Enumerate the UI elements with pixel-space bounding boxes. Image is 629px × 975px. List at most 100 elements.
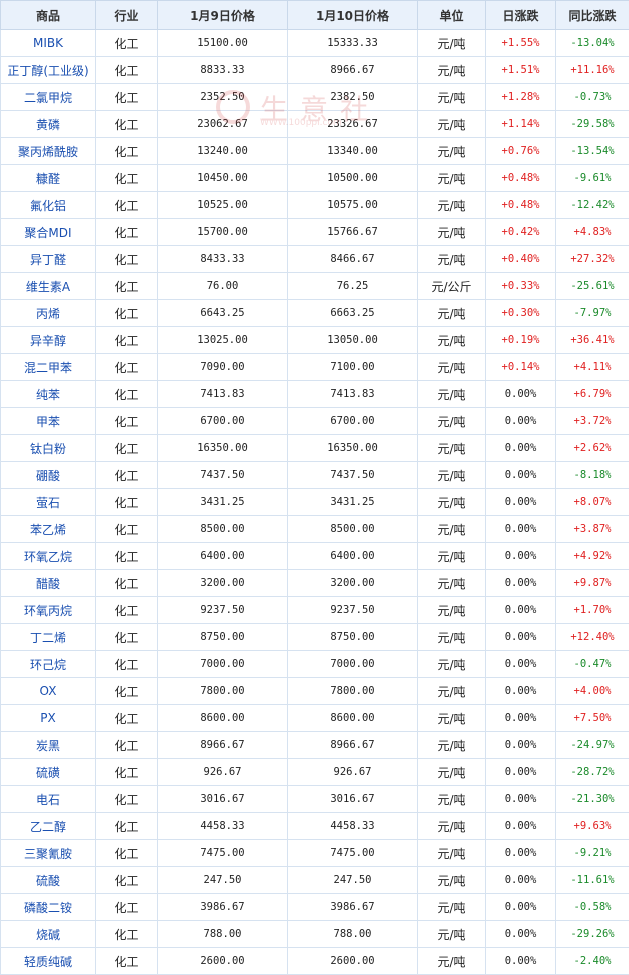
- header-price-jan9[interactable]: 1月9日价格: [158, 1, 288, 30]
- cell-yoy-change: -21.30%: [556, 786, 629, 813]
- cell-product-name[interactable]: 硼酸: [1, 462, 96, 489]
- cell-product-name[interactable]: 磷酸二铵: [1, 894, 96, 921]
- cell-product-name[interactable]: 轻质纯碱: [1, 948, 96, 975]
- cell-product-name[interactable]: 黄磷: [1, 111, 96, 138]
- cell-product-name[interactable]: 硫酸: [1, 867, 96, 894]
- header-price-jan10[interactable]: 1月10日价格: [288, 1, 418, 30]
- cell-day-change: +1.55%: [486, 30, 556, 57]
- cell-price-jan9: 8833.33: [158, 57, 288, 84]
- cell-industry: 化工: [96, 435, 158, 462]
- cell-product-name[interactable]: 环己烷: [1, 651, 96, 678]
- cell-product-name[interactable]: 电石: [1, 786, 96, 813]
- cell-price-jan10: 247.50: [288, 867, 418, 894]
- header-yoy-change[interactable]: 同比涨跌: [556, 1, 629, 30]
- cell-price-jan9: 7090.00: [158, 354, 288, 381]
- cell-industry: 化工: [96, 678, 158, 705]
- cell-price-jan9: 2600.00: [158, 948, 288, 975]
- cell-product-name[interactable]: 硫磺: [1, 759, 96, 786]
- cell-industry: 化工: [96, 543, 158, 570]
- cell-unit: 元/吨: [418, 435, 486, 462]
- cell-yoy-change: +4.11%: [556, 354, 629, 381]
- cell-day-change: 0.00%: [486, 462, 556, 489]
- table-header-row: 商品 行业 1月9日价格 1月10日价格 单位 日涨跌 同比涨跌: [1, 1, 629, 30]
- cell-product-name[interactable]: 糠醛: [1, 165, 96, 192]
- cell-price-jan10: 3986.67: [288, 894, 418, 921]
- cell-price-jan10: 7413.83: [288, 381, 418, 408]
- cell-product-name[interactable]: 烧碱: [1, 921, 96, 948]
- cell-unit: 元/公斤: [418, 273, 486, 300]
- cell-product-name[interactable]: MIBK: [1, 30, 96, 57]
- cell-unit: 元/吨: [418, 597, 486, 624]
- cell-product-name[interactable]: 环氧乙烷: [1, 543, 96, 570]
- cell-price-jan10: 3431.25: [288, 489, 418, 516]
- cell-product-name[interactable]: 聚合MDI: [1, 219, 96, 246]
- cell-product-name[interactable]: 三聚氰胺: [1, 840, 96, 867]
- header-unit[interactable]: 单位: [418, 1, 486, 30]
- header-day-change[interactable]: 日涨跌: [486, 1, 556, 30]
- cell-product-name[interactable]: 萤石: [1, 489, 96, 516]
- cell-product-name[interactable]: 异辛醇: [1, 327, 96, 354]
- cell-industry: 化工: [96, 651, 158, 678]
- cell-product-name[interactable]: 异丁醛: [1, 246, 96, 273]
- cell-product-name[interactable]: 甲苯: [1, 408, 96, 435]
- cell-product-name[interactable]: 聚丙烯酰胺: [1, 138, 96, 165]
- cell-industry: 化工: [96, 570, 158, 597]
- cell-yoy-change: -2.40%: [556, 948, 629, 975]
- cell-product-name[interactable]: 环氧丙烷: [1, 597, 96, 624]
- cell-industry: 化工: [96, 624, 158, 651]
- cell-industry: 化工: [96, 840, 158, 867]
- cell-industry: 化工: [96, 300, 158, 327]
- cell-unit: 元/吨: [418, 300, 486, 327]
- cell-unit: 元/吨: [418, 57, 486, 84]
- cell-product-name[interactable]: 醋酸: [1, 570, 96, 597]
- cell-unit: 元/吨: [418, 354, 486, 381]
- cell-product-name[interactable]: 混二甲苯: [1, 354, 96, 381]
- cell-unit: 元/吨: [418, 516, 486, 543]
- cell-day-change: 0.00%: [486, 408, 556, 435]
- cell-product-name[interactable]: 炭黑: [1, 732, 96, 759]
- cell-product-name[interactable]: 正丁醇(工业级): [1, 57, 96, 84]
- cell-product-name[interactable]: PX: [1, 705, 96, 732]
- cell-price-jan9: 6643.25: [158, 300, 288, 327]
- cell-day-change: +0.14%: [486, 354, 556, 381]
- cell-price-jan10: 23326.67: [288, 111, 418, 138]
- cell-product-name[interactable]: 苯乙烯: [1, 516, 96, 543]
- cell-unit: 元/吨: [418, 786, 486, 813]
- cell-yoy-change: +1.70%: [556, 597, 629, 624]
- header-product[interactable]: 商品: [1, 1, 96, 30]
- cell-product-name[interactable]: 钛白粉: [1, 435, 96, 462]
- cell-unit: 元/吨: [418, 246, 486, 273]
- cell-price-jan10: 7000.00: [288, 651, 418, 678]
- cell-industry: 化工: [96, 327, 158, 354]
- cell-product-name[interactable]: 丁二烯: [1, 624, 96, 651]
- cell-unit: 元/吨: [418, 30, 486, 57]
- cell-product-name[interactable]: 二氯甲烷: [1, 84, 96, 111]
- cell-product-name[interactable]: 氟化铝: [1, 192, 96, 219]
- cell-price-jan9: 247.50: [158, 867, 288, 894]
- cell-day-change: 0.00%: [486, 732, 556, 759]
- cell-product-name[interactable]: 乙二醇: [1, 813, 96, 840]
- cell-price-jan10: 13050.00: [288, 327, 418, 354]
- cell-price-jan10: 8966.67: [288, 57, 418, 84]
- cell-yoy-change: +2.62%: [556, 435, 629, 462]
- cell-product-name[interactable]: 纯苯: [1, 381, 96, 408]
- cell-product-name[interactable]: OX: [1, 678, 96, 705]
- cell-unit: 元/吨: [418, 651, 486, 678]
- cell-industry: 化工: [96, 354, 158, 381]
- cell-industry: 化工: [96, 921, 158, 948]
- cell-product-name[interactable]: 丙烯: [1, 300, 96, 327]
- header-industry[interactable]: 行业: [96, 1, 158, 30]
- cell-day-change: 0.00%: [486, 651, 556, 678]
- cell-unit: 元/吨: [418, 462, 486, 489]
- cell-price-jan9: 8966.67: [158, 732, 288, 759]
- cell-product-name[interactable]: 维生素A: [1, 273, 96, 300]
